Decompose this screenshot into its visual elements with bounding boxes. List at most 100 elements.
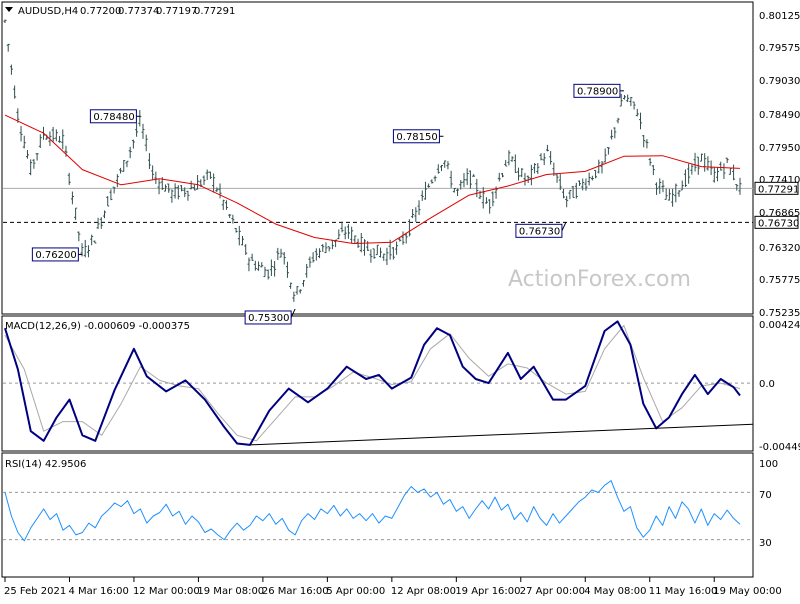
price-bar [436, 164, 440, 174]
price-bar [655, 182, 659, 195]
rsi-plot [3, 480, 753, 542]
price-bar [716, 167, 720, 182]
x-tick-label: 27 Apr 00:00 [520, 586, 585, 597]
price-bar [170, 189, 174, 203]
annotation-box [89, 109, 137, 124]
level-annotation: 0.78480 [89, 109, 141, 124]
price-bar [725, 157, 729, 164]
price-bar [86, 245, 90, 258]
price-y-tick: 0.79030 [759, 76, 800, 87]
price-bar [19, 125, 23, 142]
current-price-tag-text: 0.77291 [758, 184, 799, 195]
price-bar [423, 181, 427, 200]
x-tick-label: 12 Mar 00:00 [133, 586, 200, 597]
price-bar [90, 234, 94, 246]
price-bar [584, 178, 588, 191]
price-bar [375, 244, 379, 256]
price-bar [109, 189, 113, 201]
price-bar [350, 226, 354, 244]
price-bar [417, 200, 421, 216]
price-bar [298, 289, 302, 294]
rsi-y-tick: 100 [759, 459, 778, 470]
macd-y-tick: -0.004498 [759, 442, 800, 453]
price-bar [289, 282, 293, 289]
price-bar [481, 187, 485, 209]
price-bar [96, 217, 100, 229]
price-bar [699, 153, 703, 162]
price-bar [610, 129, 614, 140]
price-bar [263, 266, 267, 278]
annotation-box [31, 247, 79, 262]
price-bar [379, 247, 383, 258]
price-bar [456, 188, 460, 197]
price-bar [362, 239, 366, 256]
price-bar [529, 164, 533, 186]
price-bar [465, 168, 469, 186]
price-bar [276, 247, 280, 260]
level-annotation: 0.76730 [515, 222, 567, 238]
price-bar [16, 108, 20, 123]
price-bar [202, 175, 206, 185]
price-bar [131, 139, 135, 149]
price-bar [571, 185, 575, 198]
price-bar [459, 180, 463, 190]
price-bar [404, 232, 408, 244]
price-bar [38, 134, 42, 148]
price-bar [491, 191, 495, 207]
price-bar [305, 263, 309, 278]
x-tick-label: 19 Apr 16:00 [455, 586, 520, 597]
price-bar [629, 96, 633, 107]
rsi-y-tick: 30 [759, 538, 772, 549]
price-bar [253, 260, 257, 271]
macd-trendline [249, 423, 754, 446]
x-tick-label: 19 Mar 08:00 [197, 586, 264, 597]
price-bar [228, 214, 232, 219]
annotation-box [573, 83, 621, 98]
watermark: ActionForex.com [508, 267, 691, 292]
x-tick-label: 4 Mar 16:00 [68, 586, 128, 597]
price-bar [343, 226, 347, 240]
price-bar [366, 240, 370, 251]
price-bar [626, 94, 630, 103]
price-bar [504, 160, 508, 167]
price-bar [594, 169, 598, 179]
price-bar [25, 149, 29, 159]
price-bar [600, 161, 604, 174]
annotation-label: 0.78900 [577, 86, 618, 97]
x-tick-label: 5 Apr 00:00 [326, 586, 385, 597]
chart-menu-triangle-icon[interactable] [5, 7, 13, 12]
price-bar [651, 164, 655, 176]
price-bar [401, 231, 405, 245]
annotation-label: 0.78480 [93, 112, 134, 123]
price-bar [520, 168, 524, 178]
price-bar [32, 159, 36, 169]
macd-panel-frame [1, 315, 754, 452]
price-bar [603, 148, 607, 163]
price-bar [327, 246, 331, 252]
price-bar [513, 154, 517, 173]
price-bar [301, 280, 305, 287]
price-bar [237, 225, 241, 246]
price-bar [587, 172, 591, 186]
price-bar [500, 172, 504, 178]
price-bar [606, 147, 610, 155]
annotation-box [515, 223, 563, 238]
price-bar [141, 123, 145, 139]
level-annotation: 0.75300 [244, 308, 296, 325]
price-bar [648, 157, 652, 166]
level-annotation: 0.78150 [392, 129, 444, 144]
price-bar [443, 160, 447, 168]
price-bar [478, 190, 482, 199]
price-bar [224, 200, 228, 210]
price-bar [517, 167, 521, 181]
price-bar [186, 190, 190, 201]
price-bar [549, 151, 553, 165]
price-bar [269, 259, 273, 277]
price-bar [635, 108, 639, 117]
rsi-panel-frame [1, 452, 754, 578]
price-bar [311, 252, 315, 263]
price-bar [420, 190, 424, 201]
price-bar [372, 248, 376, 259]
price-bar [427, 183, 431, 188]
